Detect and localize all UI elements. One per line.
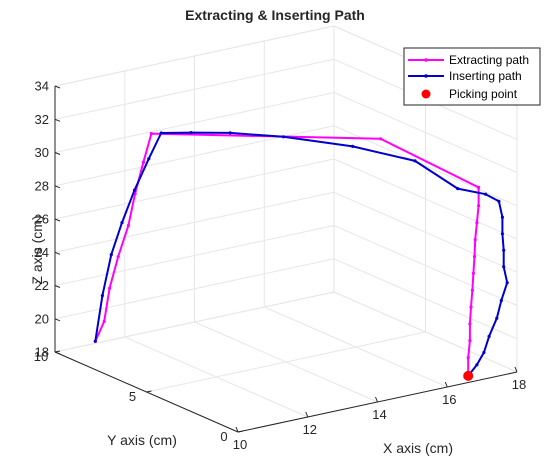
z-tick-label: 18	[35, 345, 49, 360]
z-tick-mark	[54, 318, 61, 322]
inserting-path-point	[484, 192, 488, 196]
inserting-path-point	[109, 253, 113, 257]
z-tick-label: 20	[35, 311, 49, 326]
z-tick-label: 28	[35, 178, 49, 193]
z-tick-label: 32	[35, 112, 49, 127]
inserting-path-point	[120, 221, 124, 225]
y-tick-label: 0	[220, 429, 227, 444]
x-tick-label: 10	[233, 437, 247, 452]
z-tick-mark	[54, 152, 61, 155]
inserting-path-point	[413, 159, 417, 163]
inserting-path-point	[147, 157, 151, 161]
extracting-path-point	[141, 160, 145, 164]
inserting-path-point	[281, 135, 285, 139]
inserting-path-point	[495, 316, 499, 320]
inserting-path-point	[497, 199, 501, 203]
x-tick-label: 16	[442, 392, 456, 407]
inserting-path-point	[502, 265, 506, 269]
extracting-path-point	[468, 322, 472, 326]
z-tick-mark	[54, 85, 61, 89]
z-tick-label: 30	[35, 145, 49, 160]
z-tick-mark	[54, 351, 61, 355]
z-tick-label: 26	[35, 212, 49, 227]
y-tick-mark	[237, 430, 244, 433]
x-tick-mark	[305, 411, 309, 418]
y-axis-label: Y axis (cm)	[107, 432, 177, 448]
inserting-path-point	[500, 232, 504, 236]
inserting-path-point	[502, 248, 506, 252]
z-tick-mark	[54, 218, 61, 222]
extracting-path-point	[477, 185, 481, 189]
legend-picking-marker	[421, 89, 431, 99]
legend-inserting-label: Inserting path	[449, 69, 522, 83]
legend-extracting-marker	[424, 58, 428, 62]
x-tick-mark	[444, 381, 448, 388]
extracting-path-point	[470, 288, 474, 292]
y-tick-label: 10	[34, 349, 48, 364]
z-tick-label: 34	[35, 79, 49, 94]
extracting-path-point	[471, 271, 475, 275]
grid-line-floor-y	[54, 291, 335, 353]
inserting-path-point	[456, 187, 460, 191]
extracting-path-point	[466, 356, 470, 360]
y-tick-label: 5	[129, 389, 136, 404]
inserting-path-point	[482, 350, 486, 355]
z-tick-label: 22	[35, 278, 49, 293]
z-tick-label: 24	[35, 245, 49, 260]
x-tick-mark	[375, 396, 378, 403]
x-tick-mark	[514, 366, 518, 373]
inserting-path-point	[499, 299, 503, 303]
z-axis-label: Z axis (cm)	[29, 215, 45, 284]
extracting-path-point	[149, 132, 153, 136]
inserting-path-line	[94, 131, 509, 377]
inserting-path-point	[487, 334, 491, 338]
inserting-path-point	[93, 339, 97, 343]
inserting-path-point	[100, 294, 104, 298]
chart-title: Extracting & Inserting Path	[185, 7, 365, 23]
grid-line-floor-y	[146, 331, 426, 393]
extracting-path-point	[126, 223, 130, 227]
box-edge	[54, 25, 335, 87]
inserting-path-point	[500, 215, 504, 219]
z-tick-mark	[54, 185, 61, 189]
legend-extracting-label: Extracting path	[449, 53, 529, 67]
x-tick-mark	[235, 426, 239, 433]
y-tick-mark	[146, 390, 152, 393]
inserting-path-point	[159, 131, 163, 135]
z-tick-mark	[54, 251, 61, 255]
inserting-path-point	[505, 281, 509, 285]
extracting-path-point	[475, 221, 479, 225]
x-tick-label: 12	[303, 422, 317, 437]
extracting-path-point	[379, 137, 383, 141]
inserting-path-point	[475, 363, 479, 367]
extracting-path-point	[473, 238, 477, 242]
legend-inserting-marker	[424, 74, 428, 78]
inserting-path-point	[132, 188, 137, 192]
extracting-path-point	[116, 255, 120, 259]
extracting-path-point	[469, 305, 473, 309]
extracting-path-point	[472, 254, 477, 259]
extracting-path-point	[108, 286, 112, 290]
x-axis-label: X axis (cm)	[383, 440, 453, 456]
inserting-path-point	[189, 131, 193, 135]
axes-layer	[54, 85, 518, 433]
x-tick-label: 14	[372, 407, 386, 422]
extracting-path-point	[468, 339, 472, 343]
inserting-path-point	[351, 144, 355, 148]
inserting-path-point	[228, 131, 232, 135]
series-layer	[93, 131, 509, 381]
x-tick-label: 18	[512, 377, 526, 392]
z-tick-mark	[54, 285, 61, 288]
extracting-path-point	[102, 319, 106, 323]
picking-point-marker	[463, 370, 474, 381]
legend: Extracting path Inserting path Picking p…	[403, 47, 541, 106]
z-tick-mark	[54, 118, 61, 122]
legend-picking-label: Picking point	[449, 87, 518, 101]
extracting-path-point	[477, 204, 481, 208]
